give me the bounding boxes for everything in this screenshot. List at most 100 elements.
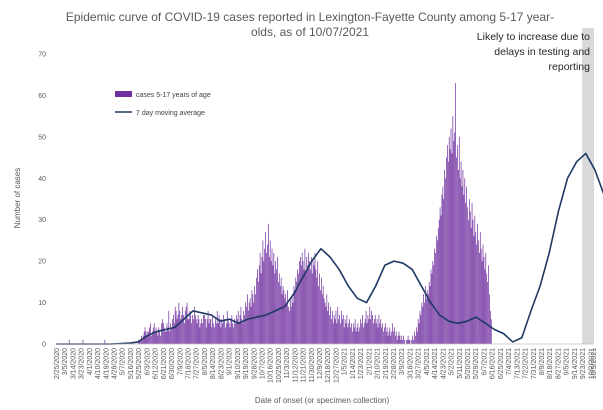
- bar: [379, 323, 381, 344]
- bar: [296, 281, 298, 344]
- bar: [306, 257, 308, 344]
- bar: [389, 327, 391, 344]
- x-tick-label: 6/21/2020: [161, 348, 168, 379]
- x-tick-label: 10/25/2020: [276, 348, 283, 383]
- bar: [313, 265, 315, 344]
- y-tick-group: 0 10 20 30 40 50 60 70: [38, 52, 46, 349]
- bar: [407, 335, 409, 344]
- bar: [438, 219, 440, 344]
- bar: [484, 269, 486, 344]
- bar: [179, 310, 181, 344]
- bar: [332, 323, 334, 344]
- bar: [352, 323, 354, 344]
- bar: [146, 335, 148, 344]
- x-tick-label: 2/28/2021: [391, 348, 398, 379]
- y-tick-label: 10: [38, 300, 46, 307]
- bar: [462, 170, 464, 344]
- bar: [190, 315, 192, 344]
- bar: [336, 323, 338, 344]
- bar: [210, 319, 212, 344]
- bar: [257, 269, 258, 344]
- bar: [212, 315, 213, 344]
- bar: [265, 232, 266, 344]
- legend-label-moving-average: 7 day moving average: [136, 110, 205, 117]
- x-tick-label: 3/18/2021: [407, 348, 414, 379]
- bar: [316, 277, 318, 344]
- bar: [419, 310, 421, 344]
- x-tick-label: 5/7/2020: [120, 348, 127, 375]
- bar: [425, 286, 426, 344]
- bar: [259, 252, 261, 344]
- x-tick-label: 11/21/2020: [301, 348, 308, 383]
- bar: [474, 215, 476, 344]
- bar: [184, 310, 186, 344]
- x-tick-label: 7/18/2020: [185, 348, 192, 379]
- bar: [218, 315, 220, 344]
- bar: [308, 252, 309, 344]
- bar: [254, 286, 256, 344]
- bar: [422, 306, 424, 344]
- x-tick-label: 12/9/2020: [317, 348, 324, 379]
- bar: [216, 310, 218, 344]
- bar: [451, 153, 453, 344]
- bar: [343, 327, 345, 344]
- bar: [293, 286, 295, 344]
- x-tick-label: 1/23/2021: [358, 348, 365, 379]
- bar: [175, 310, 177, 344]
- x-tick-label: 7/31/2021: [531, 348, 538, 379]
- bar: [226, 323, 227, 344]
- bar: [173, 315, 174, 344]
- bar: [447, 161, 449, 344]
- x-tick-label: 5/16/2020: [128, 348, 135, 379]
- bar: [391, 331, 393, 344]
- bar: [194, 306, 195, 344]
- x-tick-label: 7/22/2021: [523, 348, 530, 379]
- bar: [383, 331, 384, 344]
- bar: [246, 306, 247, 344]
- bar: [390, 335, 392, 344]
- bar: [209, 319, 211, 344]
- bar: [437, 228, 439, 344]
- bar: [188, 319, 190, 344]
- bar: [479, 232, 481, 344]
- legend-swatch-cases: [115, 91, 132, 97]
- bar: [193, 319, 194, 344]
- bar: [398, 331, 400, 344]
- bar: [325, 306, 327, 344]
- bar: [156, 331, 158, 344]
- bar: [276, 269, 277, 344]
- bar: [280, 277, 282, 344]
- bar: [248, 302, 250, 344]
- bar: [236, 315, 237, 344]
- bar: [373, 319, 375, 344]
- bar: [483, 257, 485, 344]
- x-tick-label: 8/9/2021: [539, 348, 546, 375]
- bar: [268, 223, 269, 344]
- bar: [159, 331, 161, 344]
- bar: [182, 306, 183, 344]
- y-tick-label: 30: [38, 217, 46, 224]
- bar: [352, 331, 353, 344]
- bar: [436, 236, 437, 344]
- bar: [471, 203, 473, 344]
- bar: [357, 323, 359, 344]
- bar: [326, 294, 328, 344]
- bar: [468, 199, 470, 344]
- bar: [149, 327, 150, 344]
- y-tick-label: 70: [38, 52, 46, 59]
- bar: [443, 199, 445, 344]
- bar: [297, 269, 298, 344]
- bar: [490, 319, 492, 344]
- bar: [388, 331, 390, 344]
- bar: [387, 335, 389, 344]
- bar: [477, 223, 478, 344]
- y-tick-label: 0: [42, 342, 46, 349]
- x-tick-label: 6/3/2020: [144, 348, 151, 375]
- bar: [476, 244, 477, 344]
- bar: [465, 203, 467, 344]
- bar: [286, 302, 287, 344]
- bar: [245, 302, 246, 344]
- x-tick-label: 4/5/2021: [424, 348, 431, 375]
- bar: [240, 306, 242, 344]
